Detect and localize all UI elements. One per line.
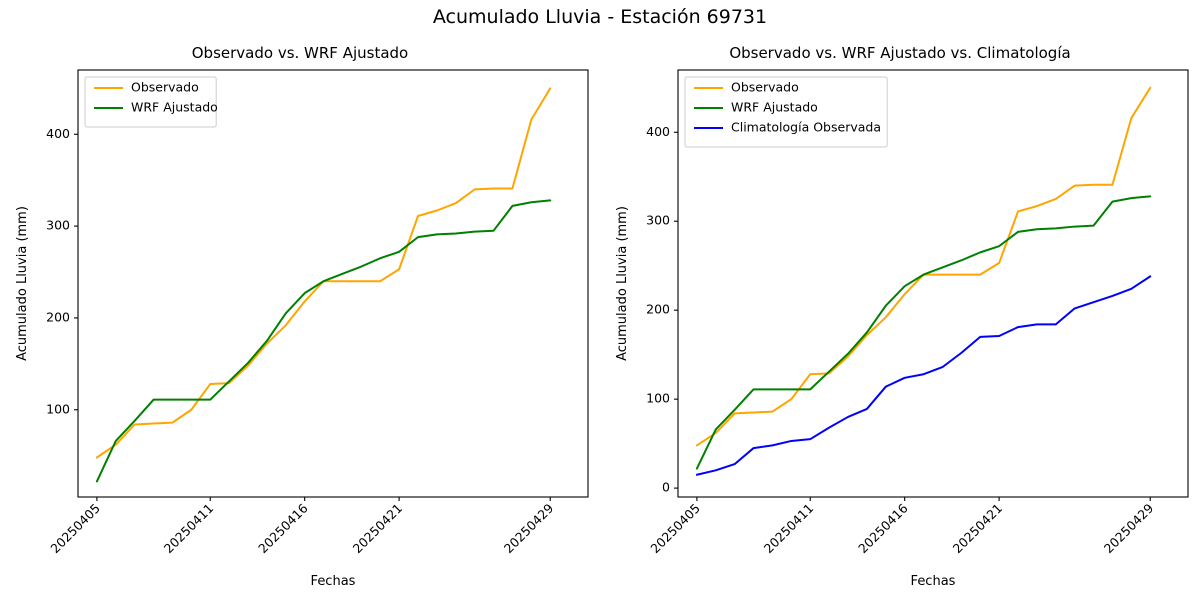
subplot-right-title: Observado vs. WRF Ajustado vs. Climatolo… xyxy=(729,44,1071,62)
axes-left: 100 200 300 400 Acumulado Lluvia (mm) 2025040… xyxy=(15,69,589,589)
legend-label-2: WRF Ajustado xyxy=(131,100,218,115)
subplot-right: Observado vs. WRF Ajustado vs. Climatolo… xyxy=(600,0,1200,600)
y-tick-label: 400 xyxy=(46,126,70,141)
subplot-left-title: Observado vs. WRF Ajustado xyxy=(191,44,409,62)
x-tick-label: 20250411 xyxy=(161,501,217,557)
x-tick-label: 20250416 xyxy=(255,500,311,556)
x-axis-label: Fechas xyxy=(911,574,956,589)
y-tick-label: 300 xyxy=(646,213,670,228)
x-tick-label: 20250411 xyxy=(761,501,817,557)
y-tick-label: 100 xyxy=(646,391,670,406)
legend-label-1: Observado xyxy=(131,80,199,95)
series-line-wrf-ajustado xyxy=(95,199,552,483)
y-tick-label: 300 xyxy=(46,218,70,233)
y-axis-label: Acumulado Lluvia (mm) xyxy=(15,206,30,361)
series-line-climatolog-a-observada xyxy=(695,275,1152,476)
legend-box xyxy=(684,76,888,148)
x-tick-label: 20250429 xyxy=(1101,500,1157,556)
plot-frame xyxy=(677,69,1189,498)
plot-frame xyxy=(77,69,589,498)
x-tick-label: 20250405 xyxy=(47,501,103,557)
x-tick-label: 20250416 xyxy=(855,500,911,556)
x-tick-label: 20250405 xyxy=(647,501,703,557)
y-tick-label: 100 xyxy=(46,401,70,416)
series-line-wrf-ajustado xyxy=(695,195,1152,470)
y-tick-label: 200 xyxy=(646,302,670,317)
y-axis-label: Acumulado Lluvia (mm) xyxy=(615,206,630,361)
legend-label-3: Climatología Observada xyxy=(731,120,881,135)
axes-right: 0 100 200 300 400 Acumulado Lluvia (mm) 202504… xyxy=(615,69,1189,589)
legend-label-2: WRF Ajustado xyxy=(731,100,818,115)
x-tick-label: 20250429 xyxy=(501,500,557,556)
y-tick-label: 0 xyxy=(662,480,670,495)
x-axis-label: Fechas xyxy=(311,574,356,589)
subplot-left: Observado vs. WRF Ajustado 100 200 300 400 A… xyxy=(15,44,589,589)
legend-label-1: Observado xyxy=(731,80,799,95)
y-tick-label: 200 xyxy=(46,309,70,324)
series-line-observado xyxy=(95,87,552,459)
x-tick-label: 20250421 xyxy=(950,501,1006,557)
x-tick-label: 20250421 xyxy=(350,501,406,557)
figure-suptitle: Acumulado Lluvia - Estación 69731 xyxy=(432,6,768,28)
legend-box xyxy=(84,76,217,128)
y-tick-label: 400 xyxy=(646,124,670,139)
